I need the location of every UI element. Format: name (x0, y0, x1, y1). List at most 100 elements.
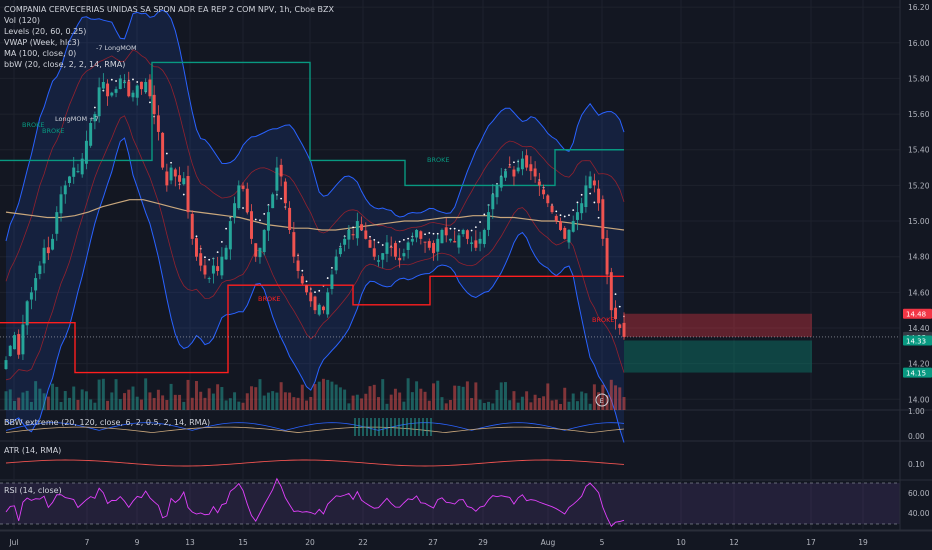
volume-bar (575, 401, 579, 410)
volume-bar (529, 402, 533, 410)
volume-bar (482, 403, 486, 410)
bbw-pane-label[interactable]: BBW extreme (20, 120, close, 6, 2, 0.5, … (4, 418, 211, 427)
volume-bar (470, 398, 474, 410)
candle-body (432, 242, 436, 254)
volume-bar (114, 379, 118, 410)
vwap-dot (559, 214, 562, 217)
candle-body (436, 238, 440, 252)
candle-body (34, 278, 38, 291)
vwap-dot (576, 201, 579, 204)
volume-bar (250, 386, 253, 410)
candle-body (584, 185, 588, 207)
volume-bar (542, 396, 546, 410)
candle-body (131, 92, 135, 98)
candle-body (347, 229, 351, 240)
atr-pane-label[interactable]: ATR (14, RMA) (4, 446, 62, 455)
legend-levels[interactable]: Levels (20, 60, 0.25) (4, 27, 87, 36)
candle-body (305, 285, 309, 293)
candle-body (351, 234, 355, 236)
volume-bar (321, 378, 325, 410)
volume-bar (4, 391, 8, 410)
rsi-pane-label[interactable]: RSI (14, close) (4, 486, 62, 495)
time-tick-label: 7 (85, 538, 90, 547)
candle-body (199, 253, 203, 266)
candle-body (377, 260, 380, 262)
level-support-line (0, 275, 624, 374)
legend-ma[interactable]: MA (100, close, 0) (4, 49, 77, 58)
candle-body (42, 247, 46, 264)
volume-bar (533, 394, 537, 410)
volume-bar (101, 378, 105, 410)
vwap-dot (568, 214, 570, 217)
legend-vwap[interactable]: VWAP (Week, hlc3) (4, 38, 80, 47)
candle-body (419, 231, 423, 239)
time-tick-label: Jul (8, 538, 18, 547)
volume-bar (571, 393, 575, 410)
bbw-tick-label: 0.00 (908, 432, 925, 441)
candle-body (309, 292, 313, 302)
time-tick-label: 5 (600, 538, 605, 547)
legend-bbw[interactable]: bbW (20, close, 2, 2, 14, RMA) (4, 60, 126, 69)
volume-bar (165, 400, 169, 410)
candle-body (169, 167, 173, 181)
candle-body (178, 175, 182, 182)
rsi-tick-label: 40.00 (908, 509, 930, 518)
volume-bar (499, 382, 503, 410)
volume-bar (144, 378, 148, 410)
vwap-dot (618, 305, 621, 308)
candle-body (520, 158, 524, 170)
volume-bar (38, 388, 42, 410)
candle-body (406, 242, 410, 251)
vwap-dot (182, 193, 185, 196)
candle-body (470, 242, 474, 244)
volume-bar (381, 379, 385, 410)
candle-body (106, 83, 110, 97)
volume-bar (80, 389, 84, 410)
volume-bar (12, 400, 16, 410)
bollinger-upper (5, 9, 625, 242)
vwap-dot (208, 258, 211, 261)
candle-body (4, 360, 8, 369)
volume-bar (398, 392, 402, 410)
price-badge (903, 335, 932, 346)
legend-vol[interactable]: Vol (120) (4, 16, 41, 25)
volume-bar (550, 400, 554, 410)
volume-bar (618, 387, 622, 410)
candle-body (321, 306, 325, 311)
time-tick-label: 10 (676, 538, 686, 547)
candle-body (97, 87, 101, 117)
rsi-tick-label: 60.00 (908, 489, 930, 498)
vwap-dot (593, 201, 596, 204)
volume-bar (385, 403, 389, 410)
candle-body (283, 181, 287, 204)
volume-bar (199, 391, 203, 410)
vwap-dot (263, 213, 266, 215)
volume-bar (406, 378, 410, 410)
candle-body (622, 322, 626, 337)
chart-title: COMPANIA CERVECERIAS UNIDAS SA SPON ADR … (4, 5, 334, 14)
vwap-dot (407, 237, 410, 240)
candle-body (499, 176, 503, 188)
vwap-dot (242, 207, 244, 209)
volume-bar (495, 390, 499, 410)
volume-bar (51, 383, 55, 410)
candle-body (588, 176, 592, 189)
candle-body (127, 81, 131, 97)
vwap-dot (149, 101, 151, 104)
volume-bar (228, 398, 232, 410)
volume-bar (554, 399, 558, 410)
volume-bar (93, 402, 97, 410)
vwap-dot (432, 232, 435, 235)
price-tick-label: 15.00 (908, 217, 930, 226)
candle-body (529, 164, 533, 172)
candle-body (571, 221, 575, 232)
signal-annotation: BROKE (258, 295, 280, 303)
time-tick-label: Aug (541, 538, 556, 547)
volume-bar (266, 392, 270, 410)
signal-annotation: LongMOM +7 (55, 115, 99, 123)
candle-body (423, 241, 427, 243)
volume-bar (580, 391, 584, 410)
candle-body (448, 238, 452, 241)
